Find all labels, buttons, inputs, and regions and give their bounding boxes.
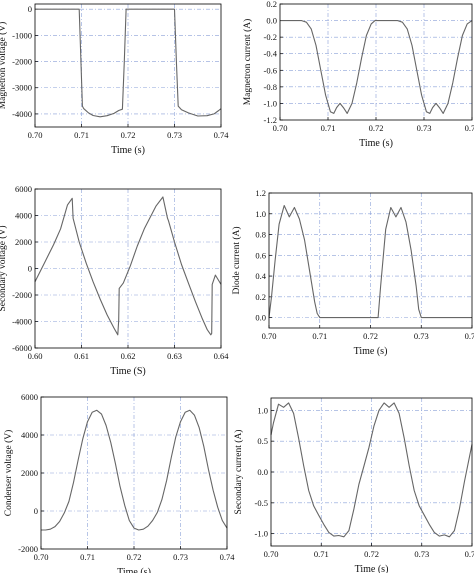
y-tick-label: 0.5: [257, 436, 268, 446]
y-tick-label: -2000: [12, 290, 32, 300]
plot-frame: [268, 192, 473, 329]
y-tick-label: -1000: [12, 30, 32, 40]
chart-panel-1: 0.70 0.71 0.72 0.73 0.74 0 -1000 -2000 -3000 -400…: [0, 3, 230, 156]
x-tick-label: 0.70: [28, 130, 43, 140]
y-tick-label: 0: [28, 4, 32, 14]
x-tick-label: 0.63: [167, 351, 182, 361]
series-line: [34, 196, 222, 336]
y-tick-label: 0: [34, 506, 38, 516]
y-tick-label: 0.2: [266, 0, 277, 9]
x-tick-label: 0.71: [312, 331, 327, 341]
x-tick-label: 0.73: [167, 130, 182, 140]
x-tick-label: 0.70: [264, 549, 279, 559]
x-tick-label: 0.71: [80, 552, 95, 562]
x-tick-label: 0.72: [363, 331, 378, 341]
y-tick-label: 0.2: [255, 292, 266, 302]
y-axis-label: Condenser voltage (V): [3, 430, 14, 517]
x-tick-label: 0.61: [74, 351, 89, 361]
x-axis-label: Time (s): [117, 567, 151, 573]
series-line: [268, 204, 472, 319]
y-tick-label: -0.6: [264, 65, 277, 75]
x-tick-label: 0.74: [465, 123, 474, 133]
y-tick-label: -0.5: [255, 498, 268, 508]
x-tick-label: 0.71: [74, 130, 89, 140]
plot-frame: [34, 3, 222, 128]
y-tick-label: -1.0: [255, 529, 268, 539]
y-tick-label: 6000: [21, 392, 38, 402]
y-tick-label: 0.6: [255, 250, 266, 260]
x-axis-label: Time (s): [355, 564, 389, 573]
chart-panel-5: 0.70 0.71 0.72 0.73 0.74 6000 4000 2000 0 -2000 Ti…: [3, 392, 235, 573]
series-line: [41, 409, 228, 531]
y-tick-label: -4000: [12, 317, 32, 327]
x-tick-label: 0.71: [314, 549, 329, 559]
y-tick-label: -4000: [12, 109, 32, 119]
plot-frame: [279, 3, 473, 121]
y-tick-label: 2000: [15, 237, 32, 247]
x-axis-label: Time (S): [110, 366, 145, 377]
y-axis-label: Diode current (A): [231, 226, 242, 294]
x-tick-label: 0.72: [127, 552, 142, 562]
x-tick-label: 0.72: [121, 130, 136, 140]
y-tick-label: 0.8: [255, 230, 266, 240]
x-tick-label: 0.73: [417, 123, 432, 133]
x-tick-label: 0.70: [262, 331, 277, 341]
x-tick-label: 0.73: [414, 331, 429, 341]
chart-panel-4: 0.70 0.71 0.72 0.73 0.74 1.2 1.0 0.8 0.6 0.4 0.2 0.…: [231, 188, 474, 357]
plot-area: [269, 193, 472, 328]
x-tick-label: 0.70: [273, 123, 288, 133]
y-axis-label: Secondary current (A): [233, 430, 244, 515]
x-tick-label: 0.60: [28, 351, 43, 361]
y-tick-label: 6000: [15, 184, 32, 194]
x-tick-label: 0.64: [214, 351, 230, 361]
series-line: [280, 20, 473, 114]
y-tick-label: -6000: [12, 343, 32, 353]
x-tick-label: 0.72: [369, 123, 384, 133]
y-tick-label: 0: [28, 264, 32, 274]
plot-frame: [40, 396, 228, 550]
chart-panel-2: 0.70 0.71 0.72 0.73 0.74 0.2 0.0 -0.2 -0.4 -0.6 -0…: [242, 0, 474, 149]
y-tick-label: 4000: [15, 211, 32, 221]
y-axis-label: Magnetron voltage (V): [0, 22, 8, 110]
plot-frame: [34, 188, 222, 349]
y-tick-label: -0.4: [264, 49, 278, 59]
x-tick-label: 0.74: [465, 549, 474, 559]
y-axis-label: Secondary voltage (V): [0, 226, 8, 312]
x-tick-label: 0.74: [220, 552, 236, 562]
series-line: [270, 402, 473, 538]
x-tick-label: 0.73: [414, 549, 429, 559]
y-tick-label: 0.0: [257, 467, 268, 477]
y-tick-label: 2000: [21, 468, 38, 478]
y-tick-label: -2000: [12, 57, 32, 67]
x-axis-label: Time (s): [359, 138, 393, 149]
y-tick-label: -0.8: [264, 82, 277, 92]
x-tick-label: 0.72: [364, 549, 379, 559]
y-tick-label: 1.0: [257, 405, 268, 415]
y-tick-label: -1.2: [264, 115, 277, 125]
y-tick-label: 4000: [21, 430, 38, 440]
x-tick-label: 0.62: [121, 351, 136, 361]
y-tick-label: 1.2: [255, 188, 266, 198]
y-tick-label: -3000: [12, 83, 32, 93]
y-tick-label: 0.0: [255, 313, 266, 323]
y-tick-label: -2000: [18, 544, 38, 554]
y-axis-label: Magnetron current (A): [242, 19, 253, 106]
x-tick-label: 0.74: [214, 130, 230, 140]
x-tick-label: 0.74: [465, 331, 474, 341]
plot-frame: [270, 397, 473, 547]
y-tick-label: 0.0: [266, 16, 277, 26]
x-axis-label: Time (s): [354, 346, 388, 357]
x-tick-label: 0.70: [34, 552, 49, 562]
y-tick-label: 1.0: [255, 209, 266, 219]
y-tick-label: 0.4: [255, 271, 266, 281]
x-tick-label: 0.73: [173, 552, 188, 562]
series-line: [35, 8, 222, 118]
y-tick-label: -0.2: [264, 32, 277, 42]
chart-panel-6: 0.70 0.71 0.72 0.73 0.74 1.0 0.5 0.0 -0.5 -1.0 Tim…: [233, 397, 474, 573]
y-tick-label: -1.0: [264, 98, 277, 108]
chart-panel-3: 0.60 0.61 0.62 0.63 0.64 6000 4000 2000 0 -2000 -4…: [0, 184, 229, 377]
x-tick-label: 0.71: [321, 123, 336, 133]
x-axis-label: Time (s): [111, 145, 145, 156]
